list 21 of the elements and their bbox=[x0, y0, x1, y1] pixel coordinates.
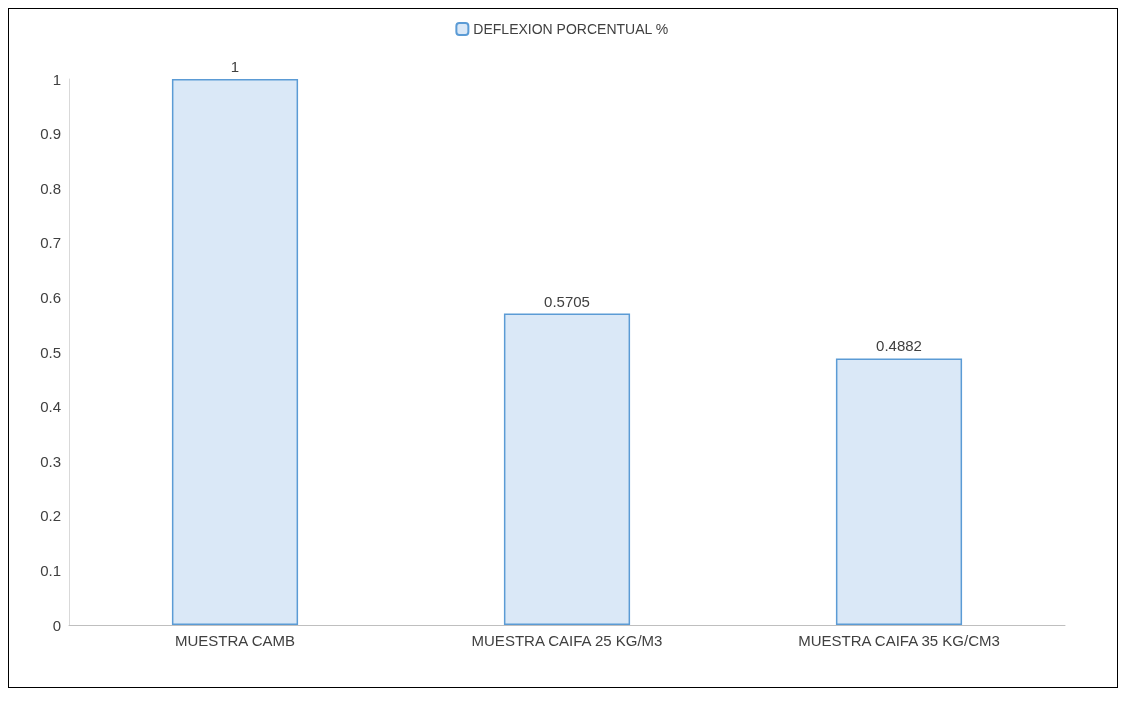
y-tick-label: 0.9 bbox=[40, 125, 61, 143]
bar bbox=[503, 313, 631, 625]
y-tick-label: 1 bbox=[52, 70, 61, 88]
bar bbox=[835, 358, 963, 625]
x-tick-label: MUESTRA CAIFA 35 KG/CM3 bbox=[798, 632, 1000, 649]
legend-label: DEFLEXION PORCENTUAL % bbox=[473, 21, 669, 37]
bar bbox=[171, 79, 299, 625]
y-tick-label: 0.2 bbox=[40, 507, 61, 525]
y-tick-label: 0.4 bbox=[40, 398, 61, 416]
y-tick-label: 0 bbox=[52, 616, 61, 634]
y-tick-label: 0.3 bbox=[40, 452, 61, 470]
data-label: 0.4882 bbox=[876, 337, 922, 355]
y-tick-label: 0.7 bbox=[40, 234, 61, 252]
x-tick-label: MUESTRA CAMB bbox=[174, 632, 296, 649]
data-label: 0.5705 bbox=[544, 292, 590, 310]
y-tick-label: 0.5 bbox=[40, 343, 61, 361]
y-tick-label: 0.1 bbox=[40, 561, 61, 579]
data-label: 1 bbox=[230, 58, 240, 75]
y-tick-label: 0.8 bbox=[40, 179, 61, 197]
x-tick-label: MUESTRA CAIFA 25 KG/M3 bbox=[471, 632, 663, 649]
y-tick-label: 0.6 bbox=[40, 288, 61, 306]
